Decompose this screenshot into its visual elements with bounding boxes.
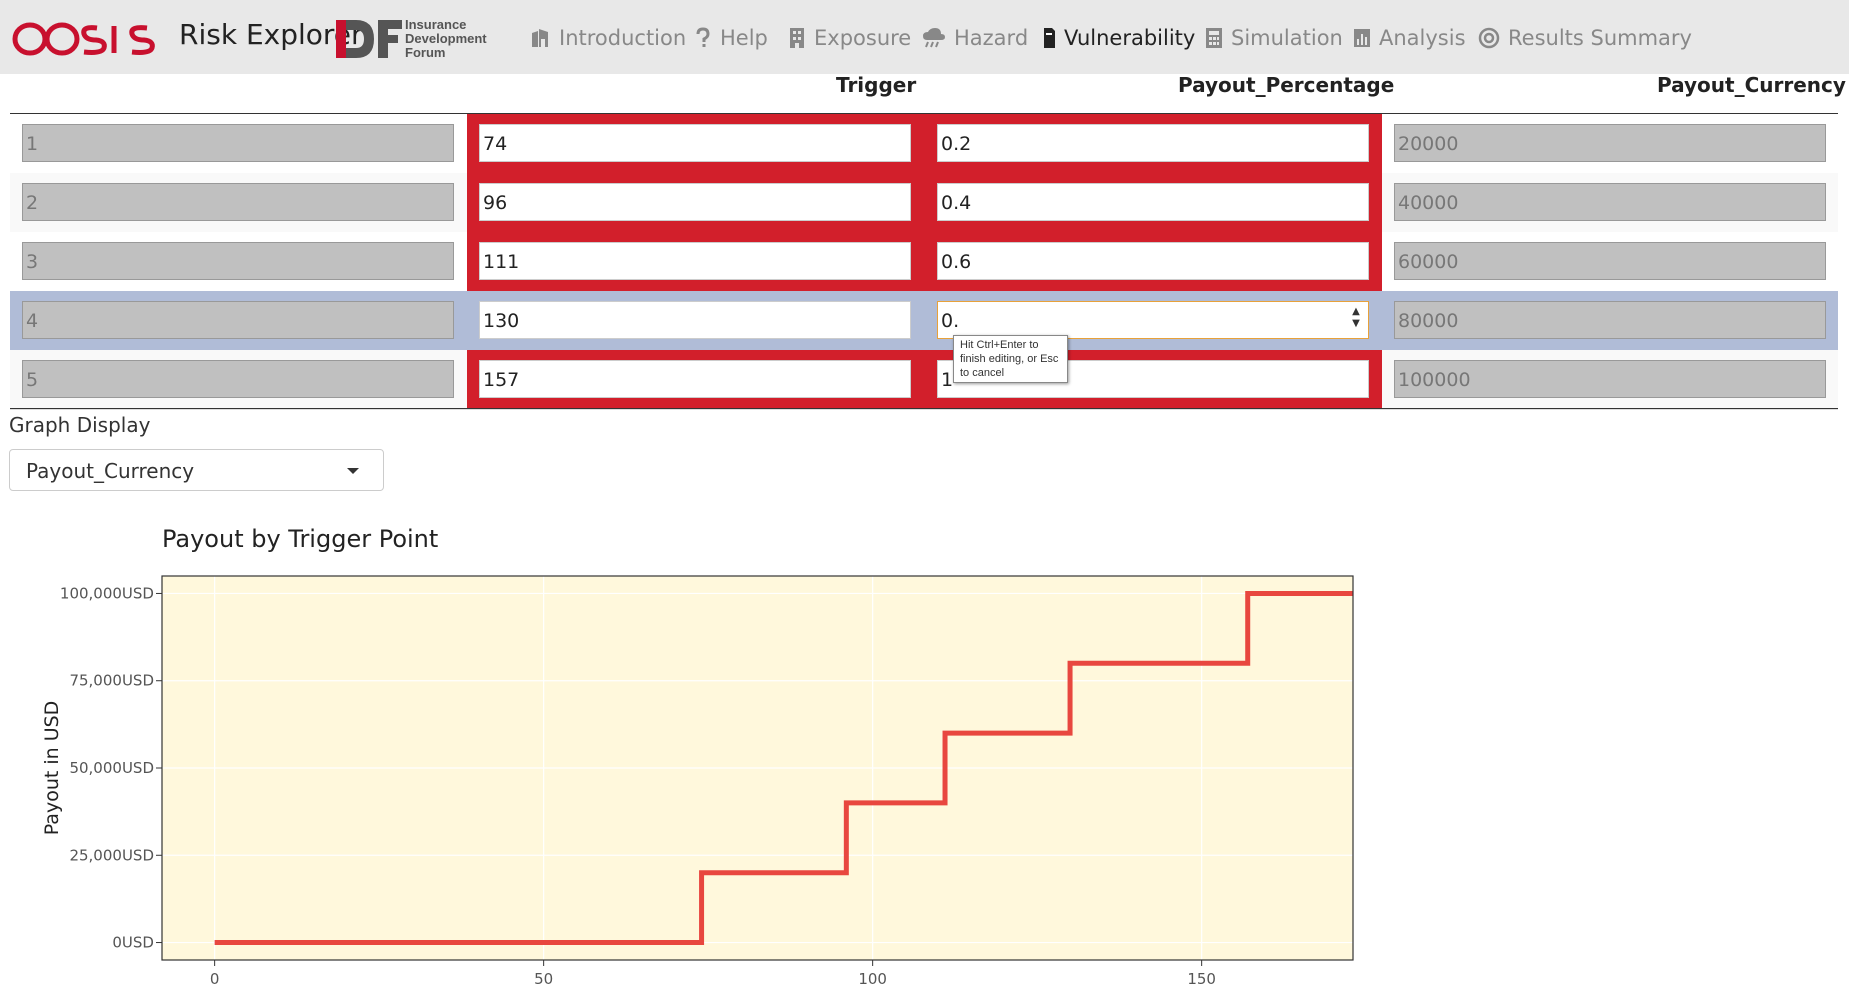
payout-chart: 0USD 25,000USD 50,000USD 75,000USD 100,000US… [41, 575, 1354, 988]
graph-display-select[interactable]: Payout_Currency [9, 449, 384, 491]
chevron-down-icon [347, 468, 359, 474]
table-row[interactable]: 5 157 1 100000 [10, 350, 1838, 410]
y-tick-label: 100,000USD [60, 584, 154, 602]
number-spinner[interactable]: ▲ ▼ [1350, 306, 1362, 334]
cloud-rain-icon [923, 28, 945, 48]
nav-hazard[interactable]: Hazard [922, 22, 1028, 54]
row-id-cell: 5 [22, 360, 454, 398]
payout-percentage-cell[interactable]: 0.4 [937, 183, 1369, 221]
x-tick-label: 0 [210, 970, 220, 988]
payout-currency-cell: 100000 [1394, 360, 1826, 398]
row-id-cell: 3 [22, 242, 454, 280]
payout-currency-cell: 80000 [1394, 301, 1826, 339]
row-id-cell: 2 [22, 183, 454, 221]
x-tick-label: 50 [534, 970, 553, 988]
bar-chart-icon [1354, 29, 1370, 47]
office-building-icon [790, 28, 804, 48]
trigger-cell[interactable]: 130 [479, 301, 911, 339]
row-id-cell: 4 [22, 301, 454, 339]
building-icon [532, 29, 548, 47]
file-icon [1044, 28, 1055, 48]
y-tick-label: 0USD [112, 934, 154, 952]
idf-line-3: Forum [405, 45, 446, 60]
nav-simulation-label: Simulation [1231, 26, 1343, 50]
idf-line-2: Development [405, 31, 487, 46]
graph-display-label: Graph Display [9, 413, 151, 437]
payout-currency-cell: 60000 [1394, 242, 1826, 280]
trigger-cell[interactable]: 74 [479, 124, 911, 162]
payout-currency-cell: 40000 [1394, 183, 1826, 221]
nav-exposure-label: Exposure [814, 26, 912, 50]
idf-logo [336, 20, 402, 58]
app-title: Risk Explorer [179, 18, 363, 51]
nav-hazard-label: Hazard [954, 26, 1029, 50]
spinner-up-icon[interactable]: ▲ [1352, 306, 1360, 317]
navbar: Risk Explorer Insurance Development Foru… [0, 0, 1849, 74]
trigger-cell[interactable]: 111 [479, 242, 911, 280]
table-bottom-divider [10, 408, 1838, 409]
y-tick-label: 50,000USD [69, 759, 154, 777]
oasis-logo[interactable] [12, 20, 172, 58]
nav-analysis[interactable]: Analysis [1353, 22, 1466, 54]
header-trigger[interactable]: Trigger [836, 73, 917, 97]
row-id-cell: 1 [22, 124, 454, 162]
y-axis-label: Payout in USD [41, 701, 63, 836]
nav-help-label: Help [720, 26, 768, 50]
payout-percentage-cell[interactable]: 0.2 [937, 124, 1369, 162]
table-row-selected[interactable]: 4 130 0. ▲ ▼ 80000 [10, 291, 1838, 351]
table-row[interactable]: 3 111 0.6 60000 [10, 232, 1838, 292]
table-row[interactable]: 2 96 0.4 40000 [10, 173, 1838, 233]
calculator-icon [1206, 28, 1222, 48]
trigger-cell[interactable]: 157 [479, 360, 911, 398]
nav-help[interactable]: Help [694, 22, 768, 54]
payout-percentage-editor[interactable]: 0. ▲ ▼ [937, 301, 1369, 339]
target-icon [1478, 27, 1500, 49]
trigger-cell[interactable]: 96 [479, 183, 911, 221]
table-row[interactable]: 1 74 0.2 20000 [10, 114, 1838, 174]
idf-text: Insurance Development Forum [405, 18, 487, 60]
payout-currency-cell: 20000 [1394, 124, 1826, 162]
question-icon [696, 27, 710, 47]
header-payout-percentage[interactable]: Payout_Percentage [1178, 73, 1395, 97]
header-divider [10, 113, 1838, 114]
nav-vulnerability[interactable]: Vulnerability [1042, 22, 1195, 54]
nav-introduction-label: Introduction [559, 26, 687, 50]
nav-analysis-label: Analysis [1379, 26, 1466, 50]
chart-title: Payout by Trigger Point [162, 525, 439, 553]
payout-percentage-cell[interactable]: 0.6 [937, 242, 1369, 280]
x-tick-label: 100 [858, 970, 887, 988]
spinner-down-icon[interactable]: ▼ [1352, 318, 1360, 329]
editing-tooltip: Hit Ctrl+Enter to finish editing, or Esc… [953, 335, 1068, 383]
nav-vulnerability-label: Vulnerability [1064, 26, 1196, 50]
x-tick-label: 150 [1187, 970, 1216, 988]
header-payout-currency[interactable]: Payout_Currency [1657, 73, 1846, 97]
y-tick-label: 25,000USD [69, 846, 154, 864]
graph-display-value: Payout_Currency [26, 459, 195, 483]
nav-exposure[interactable]: Exposure [788, 22, 911, 54]
y-tick-label: 75,000USD [69, 672, 154, 690]
nav-simulation[interactable]: Simulation [1205, 22, 1343, 54]
nav-introduction[interactable]: Introduction [529, 22, 686, 54]
editor-value: 0. [941, 310, 960, 332]
payout-step-line [214, 590, 1353, 946]
nav-results-summary-label: Results Summary [1508, 26, 1692, 50]
idf-line-1: Insurance [405, 17, 467, 32]
nav-results-summary[interactable]: Results Summary [1478, 22, 1692, 54]
